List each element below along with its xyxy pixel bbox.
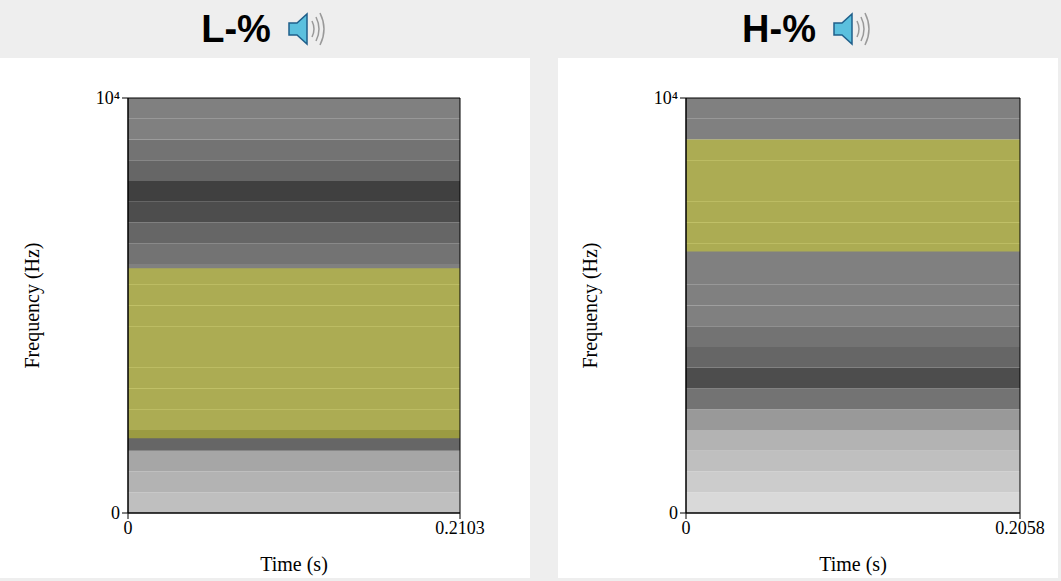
svg-text:Time (s): Time (s) — [819, 553, 887, 576]
html-text:L-%: L-% — [201, 7, 271, 50]
svg-text:0.2103: 0.2103 — [435, 518, 485, 538]
html-text:H-%: H-% — [742, 7, 816, 50]
svg-text:10⁴: 10⁴ — [96, 88, 120, 108]
svg-text:Frequency (Hz): Frequency (Hz) — [21, 242, 44, 368]
svg-text:0: 0 — [682, 518, 691, 538]
svg-text:0.2058: 0.2058 — [995, 518, 1045, 538]
svg-text:10⁴: 10⁴ — [654, 88, 678, 108]
svg-text:Time (s): Time (s) — [260, 553, 328, 576]
svg-text:Frequency (Hz): Frequency (Hz) — [579, 242, 602, 368]
svg-text:0: 0 — [124, 518, 133, 538]
svg-text:0: 0 — [111, 503, 120, 523]
svg-text:0: 0 — [669, 503, 678, 523]
